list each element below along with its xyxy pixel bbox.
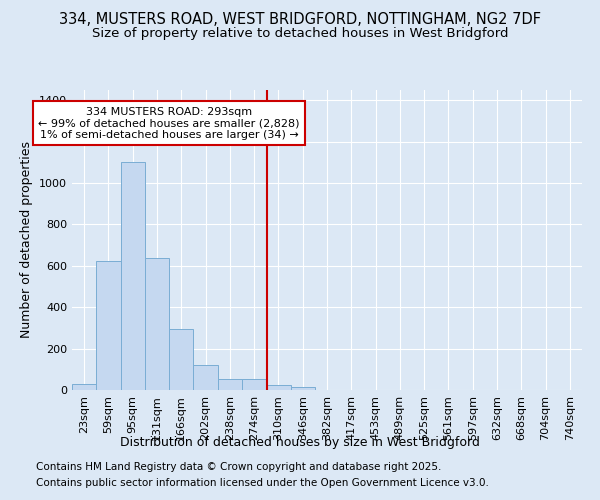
Bar <box>169 329 193 390</box>
Text: Contains public sector information licensed under the Open Government Licence v3: Contains public sector information licen… <box>36 478 489 488</box>
Bar <box>145 258 169 390</box>
Bar <box>290 387 315 390</box>
Bar <box>121 162 145 390</box>
Text: Distribution of detached houses by size in West Bridgford: Distribution of detached houses by size … <box>120 436 480 449</box>
Bar <box>266 385 290 390</box>
Bar <box>193 365 218 390</box>
Y-axis label: Number of detached properties: Number of detached properties <box>20 142 34 338</box>
Bar <box>72 384 96 390</box>
Bar <box>96 260 121 390</box>
Text: 334, MUSTERS ROAD, WEST BRIDGFORD, NOTTINGHAM, NG2 7DF: 334, MUSTERS ROAD, WEST BRIDGFORD, NOTTI… <box>59 12 541 28</box>
Text: 334 MUSTERS ROAD: 293sqm
← 99% of detached houses are smaller (2,828)
1% of semi: 334 MUSTERS ROAD: 293sqm ← 99% of detach… <box>38 106 300 140</box>
Bar <box>218 378 242 390</box>
Text: Size of property relative to detached houses in West Bridgford: Size of property relative to detached ho… <box>92 28 508 40</box>
Text: Contains HM Land Registry data © Crown copyright and database right 2025.: Contains HM Land Registry data © Crown c… <box>36 462 442 472</box>
Bar <box>242 378 266 390</box>
